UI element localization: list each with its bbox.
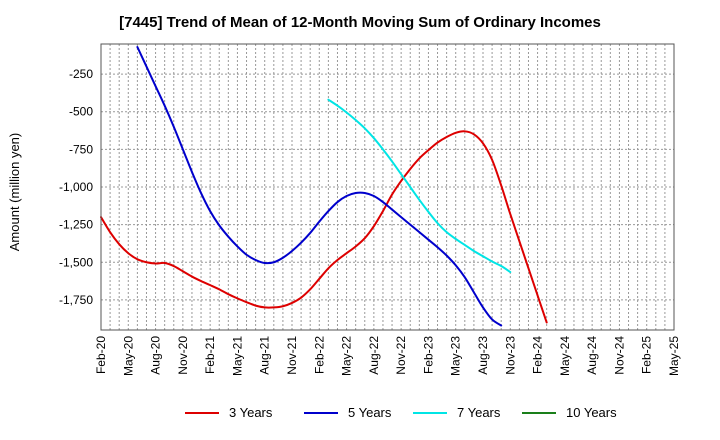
- legend-item-5-years: 5 Years: [304, 405, 391, 420]
- legend-item-10-years: 10 Years: [522, 405, 617, 420]
- x-tick-label: Aug-21: [258, 336, 272, 375]
- x-tick-label: Aug-20: [149, 336, 163, 375]
- series-layer: [100, 46, 548, 327]
- legend-label: 7 Years: [457, 405, 501, 420]
- axis-layer: -250 -500 -750 -1,000 -1,250 -1,500 -1,750 Feb-…: [59, 43, 681, 376]
- plot-frame: [100, 43, 675, 331]
- legend-swatch: [413, 411, 447, 414]
- chart-title: [7445] Trend of Mean of 12-Month Moving …: [119, 14, 601, 31]
- series-line-3-years: [100, 130, 548, 324]
- legend-swatch: [304, 411, 338, 414]
- x-tick-label: Nov-24: [612, 336, 626, 375]
- legend: 3 Years 5 Years 7 Years 10 Years: [0, 405, 720, 425]
- y-axis-label: Amount (million yen): [7, 133, 22, 252]
- x-tick-label: Feb-20: [94, 336, 108, 374]
- x-tick-label: Nov-21: [285, 336, 299, 375]
- legend-swatch: [185, 411, 219, 414]
- x-tick-label: Feb-24: [531, 336, 545, 374]
- y-tick-label: -250: [69, 67, 93, 81]
- x-tick-label: May-21: [230, 336, 244, 376]
- x-tick-label: Aug-23: [476, 336, 490, 375]
- y-tick-label: -1,000: [59, 180, 93, 194]
- series-line-7-years: [327, 98, 512, 274]
- x-tick-label: Nov-23: [503, 336, 517, 375]
- x-tick-label: Feb-25: [640, 336, 654, 374]
- grid-layer: [101, 44, 674, 330]
- x-tick-label: Feb-22: [312, 336, 326, 374]
- x-tick-label: May-23: [449, 336, 463, 376]
- y-tick-label: -500: [69, 105, 93, 119]
- series-line-5-years: [136, 46, 503, 327]
- legend-swatch: [522, 411, 556, 414]
- x-tick-label: Aug-22: [367, 336, 381, 375]
- legend-label: 5 Years: [348, 405, 392, 420]
- x-tick-label: May-22: [340, 336, 354, 376]
- x-tick-label: Nov-20: [176, 336, 190, 375]
- legend-label: 10 Years: [566, 405, 617, 420]
- y-tick-label: -1,750: [59, 293, 93, 307]
- legend-item-3-years: 3 Years: [185, 405, 272, 420]
- x-tick-label: May-20: [121, 336, 135, 376]
- x-tick-label: Aug-24: [585, 336, 599, 375]
- x-tick-label: Feb-21: [203, 336, 217, 374]
- legend-item-7-years: 7 Years: [413, 405, 500, 420]
- y-tick-label: -1,250: [59, 218, 93, 232]
- x-tick-label: Feb-23: [421, 336, 435, 374]
- x-tick-label: May-24: [558, 336, 572, 376]
- y-tick-label: -750: [69, 142, 93, 156]
- y-tick-label: -1,500: [59, 255, 93, 269]
- x-tick-label: May-25: [667, 336, 681, 376]
- legend-label: 3 Years: [229, 405, 273, 420]
- x-tick-label: Nov-22: [394, 336, 408, 375]
